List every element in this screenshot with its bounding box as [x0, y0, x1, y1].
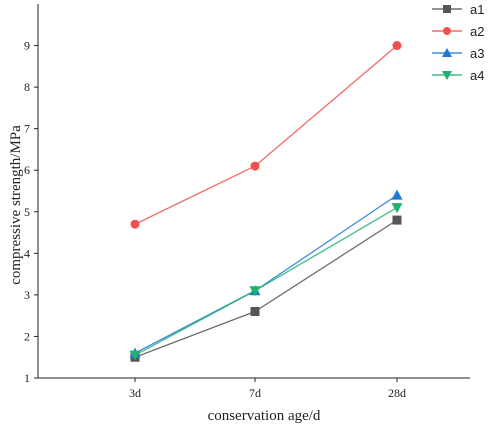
legend-marker-a4 [442, 71, 452, 80]
y-axis-title: compressive strength/MPa [8, 125, 24, 285]
plot-axes [37, 4, 470, 379]
series-line-a2 [134, 45, 398, 225]
data-point-a2 [250, 161, 260, 171]
data-point-a2 [392, 41, 402, 51]
data-point-a1 [250, 307, 260, 317]
legend: a1 a2 a3 a4 [432, 2, 484, 83]
y-tick-label: 8 [24, 80, 30, 94]
legend-label-a1: a1 [470, 2, 484, 17]
data-point-a4 [249, 286, 261, 297]
x-axis-ticks: 3d 7d 28d [129, 378, 406, 400]
data-point-a4 [391, 203, 403, 214]
x-tick-label: 28d [388, 386, 406, 400]
y-tick-label: 3 [24, 288, 30, 302]
data-point-a1 [392, 215, 402, 225]
series-group [129, 41, 403, 362]
x-axis-title: conservation age/d [208, 408, 321, 424]
series-line-a3 [134, 194, 398, 354]
y-tick-label: 1 [24, 371, 30, 385]
legend-marker-a3 [442, 48, 452, 57]
y-tick-label: 6 [24, 163, 30, 177]
x-tick-label: 7d [249, 386, 261, 400]
y-axis-ticks: 1 2 3 4 5 6 7 8 9 [24, 39, 38, 385]
legend-marker-a2 [443, 27, 451, 35]
legend-label-a4: a4 [470, 68, 484, 83]
y-tick-label: 2 [24, 329, 30, 343]
legend-label-a3: a3 [470, 46, 484, 61]
y-tick-label: 5 [24, 205, 30, 219]
y-tick-label: 4 [24, 246, 30, 260]
data-point-a3 [391, 189, 403, 200]
x-tick-label: 3d [129, 386, 141, 400]
series-line-a1 [134, 219, 398, 358]
y-tick-label: 7 [24, 122, 30, 136]
legend-label-a2: a2 [470, 24, 484, 39]
y-tick-label: 9 [24, 39, 30, 53]
legend-marker-a1 [443, 5, 451, 13]
data-point-a4 [129, 350, 141, 361]
data-point-a2 [130, 219, 140, 229]
